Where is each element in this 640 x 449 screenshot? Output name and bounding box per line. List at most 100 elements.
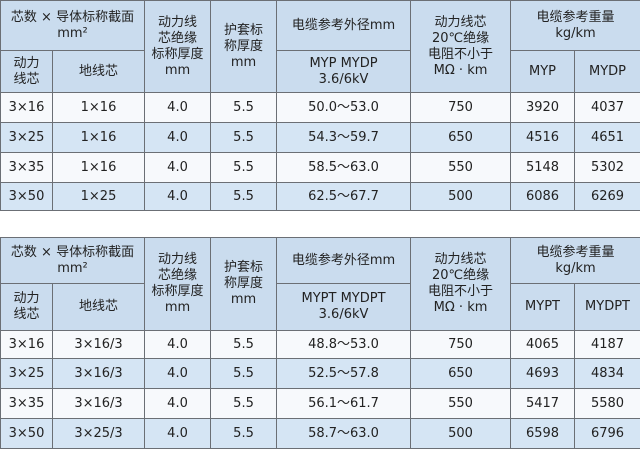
data-cell-text: 58.7～63.0 <box>281 426 406 442</box>
size-header-text: mm² <box>5 26 140 42</box>
data-cell: 4.0 <box>145 419 211 449</box>
data-cell: 3×25 <box>1 123 53 153</box>
data-cell-text: 6598 <box>515 426 570 442</box>
data-cell-text: 650 <box>415 366 506 382</box>
data-cell: 3×50 <box>1 183 53 211</box>
data-cell-text: 3×50 <box>5 426 48 442</box>
data-cell-text: 3×16/3 <box>57 337 140 353</box>
data-cell-text: 52.5～57.8 <box>281 366 406 382</box>
ground-core-header: 地线芯 <box>53 51 145 93</box>
data-cell-text: 3×35 <box>5 396 48 412</box>
data-cell: 58.5～63.0 <box>277 153 411 183</box>
data-cell-text: 4065 <box>515 337 570 353</box>
data-cell-text: 4693 <box>515 366 570 382</box>
data-cell-text: 48.8～53.0 <box>281 337 406 353</box>
data-cell: 5.5 <box>211 359 277 389</box>
data-cell-text: 54.3～59.7 <box>281 130 406 146</box>
data-cell: 3×35 <box>1 153 53 183</box>
data-cell-text: 5.5 <box>215 100 272 116</box>
insulation-header-text: mm <box>149 63 206 79</box>
data-cell-text: 3920 <box>515 100 570 116</box>
data-cell-text: 4.0 <box>149 130 206 146</box>
diameter-models-text: MYP MYDP <box>281 56 406 72</box>
diameter-models-text: 3.6/6kV <box>281 72 406 88</box>
data-cell: 650 <box>411 123 511 153</box>
data-cell: 58.7～63.0 <box>277 419 411 449</box>
data-cell: 550 <box>411 389 511 419</box>
data-cell: 5.5 <box>211 419 277 449</box>
sheath-header-text: 护套标 称厚度 <box>215 23 272 55</box>
data-cell: 500 <box>411 183 511 211</box>
ground-core-header: 地线芯 <box>53 284 145 331</box>
weight-header-text: kg/km <box>515 261 636 277</box>
data-cell: 4.0 <box>145 389 211 419</box>
resistance-header-text: 动力线芯 20℃绝缘 电阻不小于 <box>415 252 506 300</box>
data-cell-text: 4187 <box>579 337 636 353</box>
data-cell: 5148 <box>511 153 575 183</box>
data-cell-text: 3×16 <box>5 337 48 353</box>
weight-col-header-text: MYPT <box>515 299 570 315</box>
data-cell-text: 5.5 <box>215 337 272 353</box>
data-cell-text: 3×25 <box>5 130 48 146</box>
diameter-models-text: 3.6/6kV <box>281 307 406 323</box>
diameter-header-text: 电缆参考外径mm <box>281 253 406 269</box>
data-cell: 4516 <box>511 123 575 153</box>
sheath-header-text: 护套标 称厚度 <box>215 260 272 292</box>
diameter-header: 电缆参考外径mm <box>277 238 411 284</box>
weight-header-text: 电缆参考重量 <box>515 10 636 26</box>
data-cell-text: 550 <box>415 396 506 412</box>
data-cell-text: 4037 <box>579 100 636 116</box>
data-cell: 5302 <box>575 153 640 183</box>
data-cell-text: 4.0 <box>149 189 206 205</box>
resistance-header-text: 动力线芯 20℃绝缘 电阻不小于 <box>415 15 506 63</box>
data-cell: 4065 <box>511 331 575 359</box>
data-cell: 4.0 <box>145 93 211 123</box>
weight-col-header-text: MYDPT <box>579 299 636 315</box>
weight-col-header: MYPT <box>511 284 575 331</box>
data-cell: 550 <box>411 153 511 183</box>
size-header-text: 芯数 × 导体标称截面 <box>5 245 140 261</box>
data-cell: 1×25 <box>53 183 145 211</box>
data-cell-text: 3×50 <box>5 189 48 205</box>
weight-col-header: MYDP <box>575 51 640 93</box>
insulation-header-text: mm <box>149 300 206 316</box>
data-cell-text: 3×35 <box>5 160 48 176</box>
data-cell: 48.8～53.0 <box>277 331 411 359</box>
data-cell: 4834 <box>575 359 640 389</box>
ground-core-header-text: 地线芯 <box>57 64 140 80</box>
data-cell: 500 <box>411 419 511 449</box>
data-cell: 4651 <box>575 123 640 153</box>
data-cell-text: 3×16/3 <box>57 396 140 412</box>
data-cell-text: 5.5 <box>215 366 272 382</box>
data-cell-text: 4834 <box>579 366 636 382</box>
data-cell-text: 1×25 <box>57 189 140 205</box>
data-cell-text: 650 <box>415 130 506 146</box>
data-cell-text: 4.0 <box>149 100 206 116</box>
data-cell-text: 6086 <box>515 189 570 205</box>
data-cell-text: 5.5 <box>215 160 272 176</box>
data-cell-text: 3×16 <box>5 100 48 116</box>
data-cell-text: 58.5～63.0 <box>281 160 406 176</box>
data-cell: 5.5 <box>211 331 277 359</box>
data-cell: 5.5 <box>211 123 277 153</box>
data-cell-text: 3×25 <box>5 366 48 382</box>
data-cell-text: 62.5～67.7 <box>281 189 406 205</box>
data-cell: 4.0 <box>145 123 211 153</box>
weight-header-text: kg/km <box>515 26 636 42</box>
